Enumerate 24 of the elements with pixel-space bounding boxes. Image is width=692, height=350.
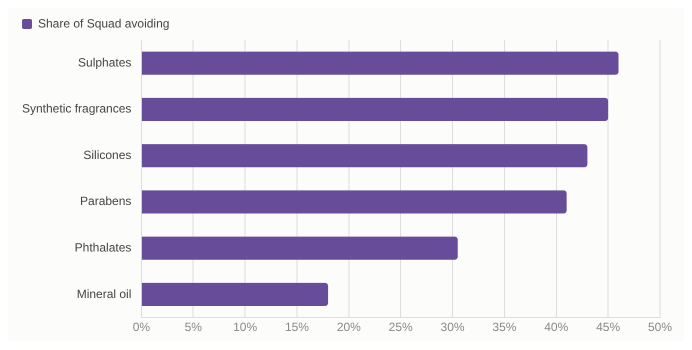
x-tick-label: 25% [388,320,414,334]
x-tick-label: 35% [492,320,517,334]
y-tick-label: Mineral oil [76,286,132,301]
y-tick-label: Sulphates [78,55,132,70]
bar [142,98,608,121]
y-tick-label: Synthetic fragrances [22,102,132,116]
x-tick-label: 50% [648,320,672,334]
bar [142,52,619,75]
y-tick-label: Phthalates [74,240,132,255]
x-tick-label: 10% [233,320,258,334]
bar [142,282,328,306]
x-tick-label: 45% [596,320,620,334]
bar [142,144,588,168]
x-tick-label: 0% [132,320,150,334]
x-tick-label: 15% [284,320,310,334]
legend-label: Share of Squad avoiding [38,16,170,30]
y-tick-label: Parabens [80,194,132,208]
x-tick-label: 30% [440,320,465,334]
x-tick-label: 5% [184,320,202,334]
x-tick-label: 40% [544,320,569,334]
y-tick-label: Silicones [83,148,132,162]
bar [142,190,567,214]
x-tick-label: 20% [336,320,362,334]
bar [142,236,458,260]
